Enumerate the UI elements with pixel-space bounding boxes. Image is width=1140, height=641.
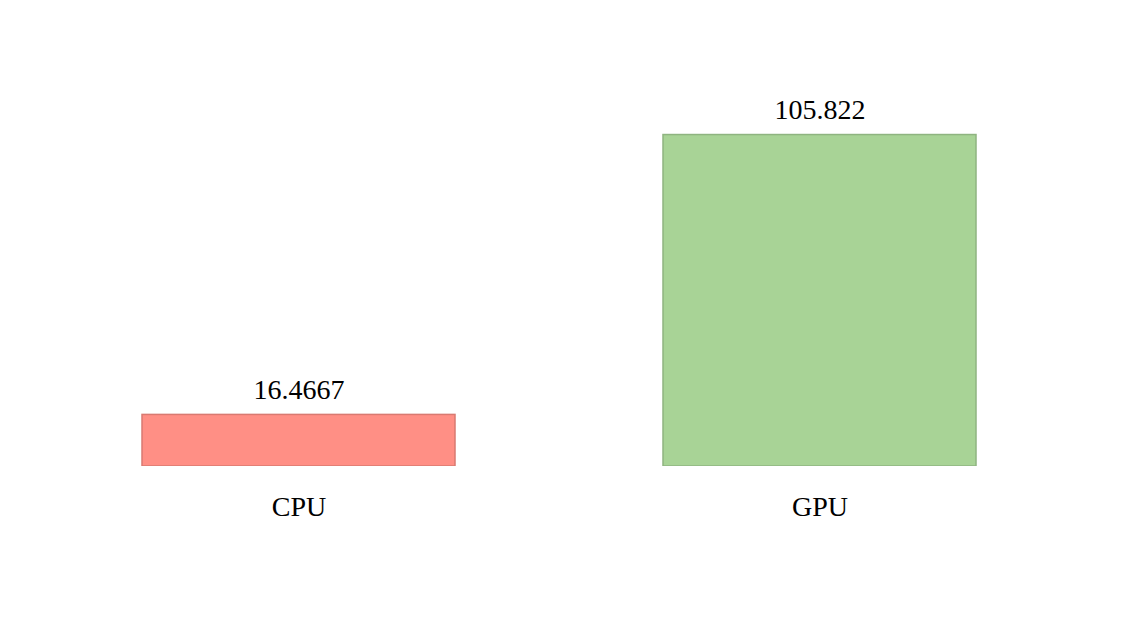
svg-text:GPU: GPU: [792, 491, 848, 522]
svg-text:105.822: 105.822: [775, 94, 866, 125]
svg-text:16.4667: 16.4667: [254, 374, 345, 405]
svg-text:CPU: CPU: [272, 491, 326, 522]
